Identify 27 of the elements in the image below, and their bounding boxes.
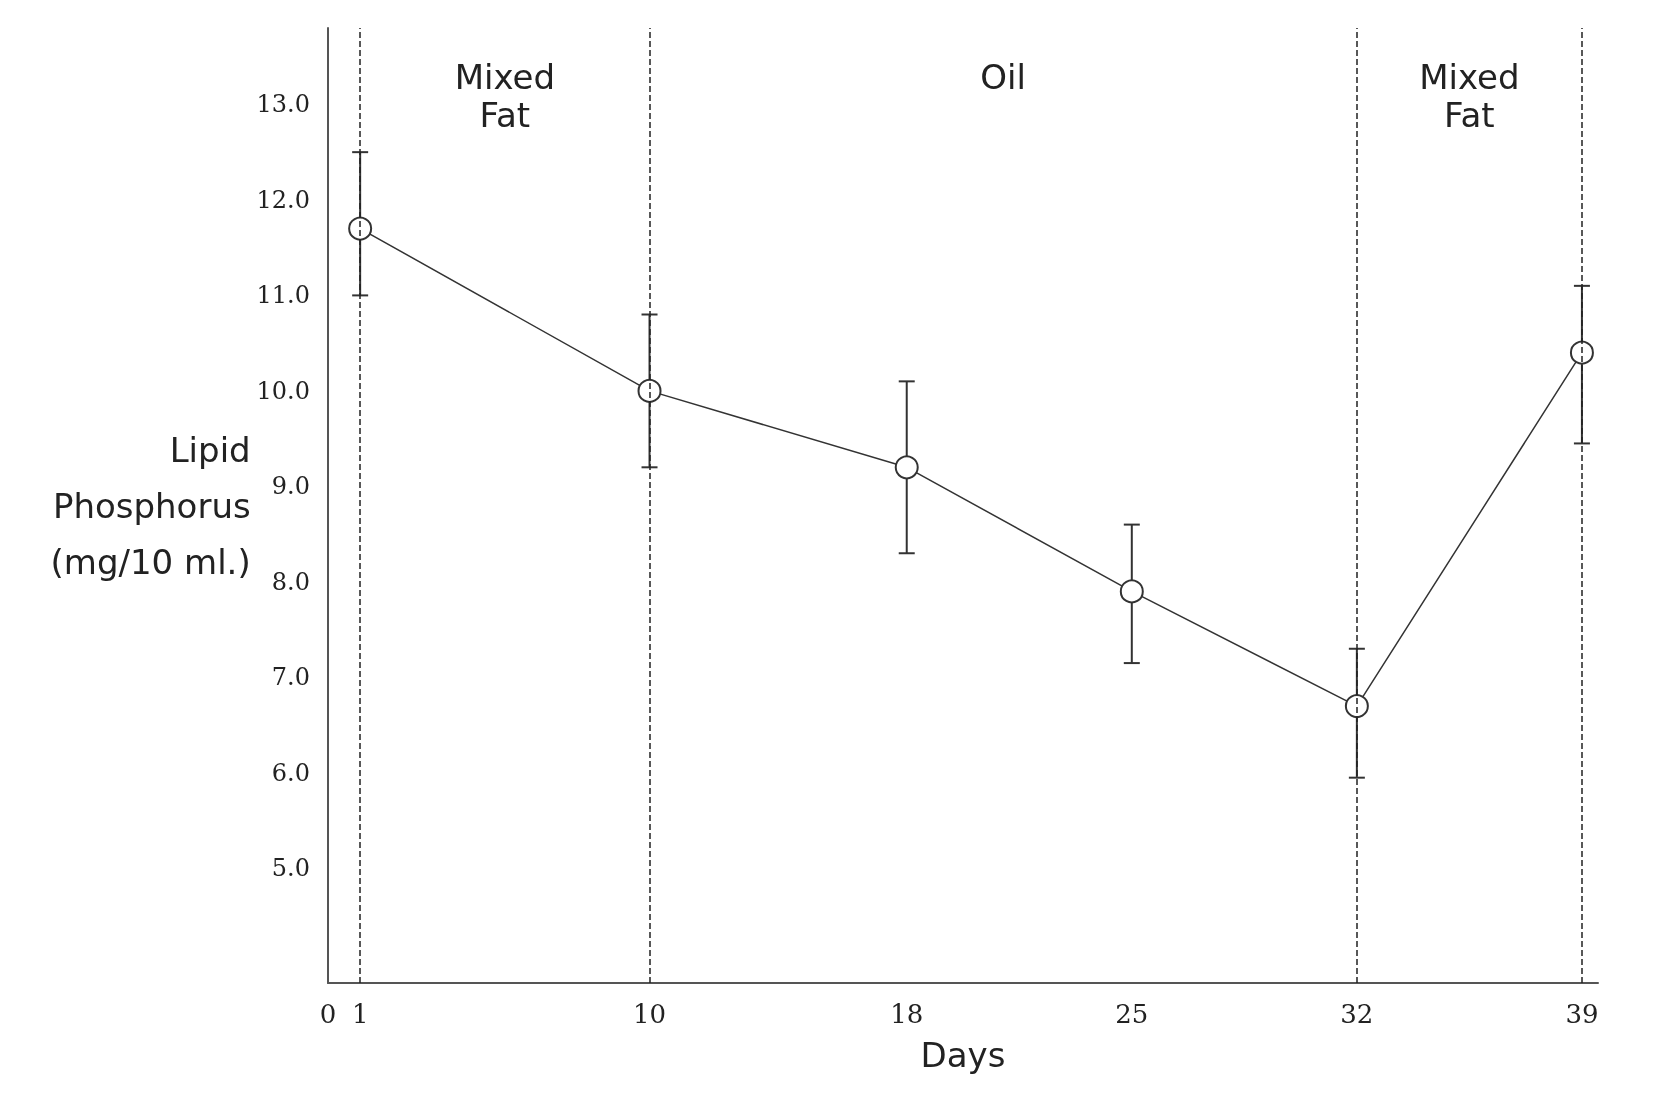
point [1569,340,1594,365]
y-tick-label: 13.0 [256,90,310,119]
point [894,455,919,480]
point [348,216,373,241]
x-tick-label: 0 [319,999,337,1029]
y-tick-label: 8.0 [271,567,310,596]
point [1119,579,1144,604]
x-tick-label: 10 [632,999,667,1029]
x-tick-label: 32 [1340,999,1374,1029]
y-tick-label: 12.0 [256,185,310,214]
x-tick-label: 25 [1115,999,1149,1029]
y-tick-label: 10.0 [256,376,310,405]
point [1344,694,1369,719]
y-tick-label: 11.0 [256,281,310,310]
annotation: Mixed Fat [1419,57,1520,135]
y-tick-label: 9.0 [271,472,310,501]
x-axis-title: Days [920,1035,1006,1075]
annotation: Mixed Fat [454,57,556,135]
x-tick-label: 1 [351,999,369,1029]
x-tick-label: 39 [1565,999,1599,1029]
x-tick-label: 18 [890,999,924,1029]
annotation: Oil [980,57,1027,97]
y-tick-label: 6.0 [271,758,310,787]
y-tick-label: 5.0 [271,854,310,883]
y-tick-label: 7.0 [271,663,310,692]
point [637,378,662,403]
y-axis-title: Lipid Phosphorus (mg/10 ml.) [50,429,251,582]
